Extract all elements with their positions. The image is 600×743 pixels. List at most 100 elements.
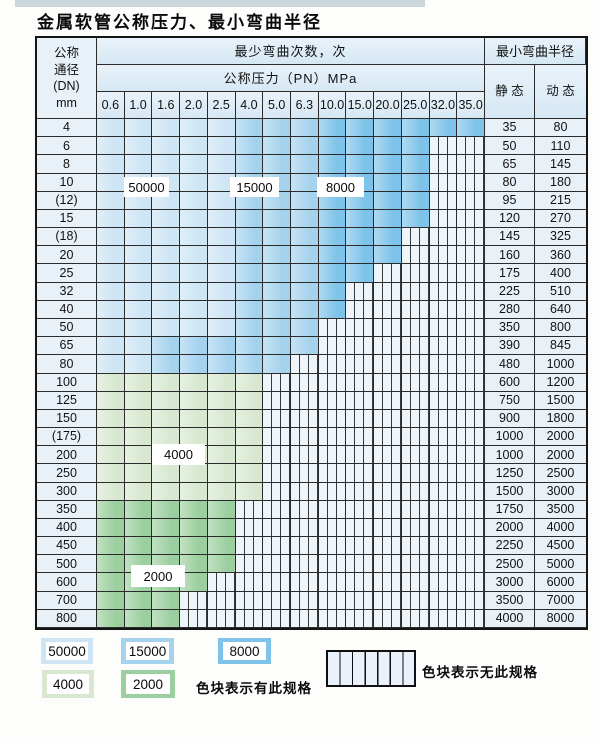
no-spec-cell bbox=[429, 209, 458, 229]
no-spec-cell bbox=[235, 518, 264, 538]
spec-cell bbox=[180, 300, 208, 319]
spec-cell bbox=[318, 119, 347, 138]
no-spec-cell bbox=[318, 355, 347, 374]
no-spec-cell bbox=[457, 482, 485, 501]
no-spec-cell bbox=[457, 464, 485, 483]
spec-cell bbox=[263, 209, 291, 229]
legend-swatch-value: 15000 bbox=[126, 642, 169, 660]
spec-cell bbox=[318, 264, 347, 283]
spec-cell bbox=[290, 155, 319, 174]
no-spec-cell bbox=[401, 428, 430, 447]
no-spec-cell bbox=[457, 264, 485, 283]
static-radius-cell: 1000 bbox=[484, 428, 535, 447]
no-spec-cell bbox=[401, 573, 430, 592]
spec-cell bbox=[180, 191, 208, 210]
static-radius-cell: 65 bbox=[484, 155, 535, 174]
spec-cell bbox=[401, 209, 430, 229]
no-spec-cell bbox=[429, 282, 458, 301]
no-spec-cell bbox=[346, 337, 375, 356]
pn-column-header: 32.0 bbox=[429, 92, 458, 119]
spec-cell bbox=[235, 246, 264, 265]
legend-swatch-4000: 4000 bbox=[42, 670, 94, 698]
spec-cell bbox=[235, 428, 264, 447]
spec-cell bbox=[207, 155, 236, 174]
static-header-cell: 静 态 bbox=[484, 65, 535, 119]
spec-cell bbox=[401, 137, 430, 156]
spec-cell bbox=[124, 482, 153, 501]
no-spec-cell bbox=[346, 409, 375, 429]
spec-cell bbox=[97, 464, 125, 483]
no-spec-cell bbox=[401, 282, 430, 301]
spec-cell bbox=[429, 119, 458, 138]
no-spec-cell bbox=[263, 537, 291, 556]
static-radius-cell: 145 bbox=[484, 228, 535, 247]
spec-cell bbox=[207, 264, 236, 283]
no-spec-cell bbox=[263, 555, 291, 574]
spec-cell bbox=[180, 537, 208, 556]
spec-cell bbox=[97, 537, 125, 556]
dn-cell: 500 bbox=[37, 555, 97, 574]
spec-cell bbox=[97, 482, 125, 501]
dn-header-line: (DN) bbox=[53, 79, 80, 93]
spec-cell bbox=[180, 555, 208, 574]
spec-cell bbox=[235, 446, 264, 465]
spec-cell bbox=[290, 191, 319, 210]
no-spec-cell bbox=[429, 300, 458, 319]
no-spec-cell bbox=[290, 555, 319, 574]
dn-cell: 6 bbox=[37, 137, 97, 156]
static-radius-cell: 600 bbox=[484, 373, 535, 392]
no-spec-cell bbox=[429, 228, 458, 247]
no-spec-cell bbox=[263, 591, 291, 610]
dynamic-radius-cell: 80 bbox=[534, 119, 586, 138]
pressure-title-cell: 公称压力（PN）MPa bbox=[97, 65, 485, 92]
no-spec-cell bbox=[346, 464, 375, 483]
no-spec-cell bbox=[429, 609, 458, 628]
spec-cell bbox=[235, 300, 264, 319]
dn-cell: 50 bbox=[37, 318, 97, 338]
dn-cell: 300 bbox=[37, 482, 97, 501]
spec-cell bbox=[235, 137, 264, 156]
spec-cell bbox=[346, 246, 375, 265]
static-radius-cell: 3000 bbox=[484, 573, 535, 592]
spec-cell bbox=[97, 209, 125, 229]
spec-cell bbox=[207, 373, 236, 392]
spec-cell bbox=[152, 137, 181, 156]
no-spec-cell bbox=[374, 428, 402, 447]
spec-cell bbox=[290, 337, 319, 356]
spec-cell bbox=[207, 355, 236, 374]
spec-cell bbox=[124, 318, 153, 338]
dynamic-radius-cell: 800 bbox=[534, 318, 586, 338]
no-spec-cell bbox=[290, 482, 319, 501]
no-spec-cell bbox=[235, 573, 264, 592]
pn-column-header: 20.0 bbox=[374, 92, 402, 119]
no-spec-cell bbox=[429, 264, 458, 283]
no-spec-cell bbox=[401, 228, 430, 247]
no-spec-cell bbox=[457, 318, 485, 338]
no-spec-cell bbox=[318, 482, 347, 501]
no-spec-cell bbox=[429, 337, 458, 356]
spec-cell bbox=[152, 609, 181, 628]
dynamic-radius-cell: 2500 bbox=[534, 464, 586, 483]
dynamic-radius-cell: 2000 bbox=[534, 428, 586, 447]
dynamic-radius-cell: 845 bbox=[534, 337, 586, 356]
no-spec-cell bbox=[180, 609, 208, 628]
no-spec-cell bbox=[235, 555, 264, 574]
spec-cell bbox=[318, 228, 347, 247]
spec-cell bbox=[235, 464, 264, 483]
spec-cell bbox=[346, 155, 375, 174]
spec-cell bbox=[207, 555, 236, 574]
static-radius-cell: 225 bbox=[484, 282, 535, 301]
no-spec-cell bbox=[401, 391, 430, 410]
pn-column-header: 0.6 bbox=[97, 92, 125, 119]
no-spec-cell bbox=[180, 591, 208, 610]
spec-cell bbox=[346, 264, 375, 283]
dn-cell: 800 bbox=[37, 609, 97, 628]
static-radius-cell: 80 bbox=[484, 173, 535, 192]
pressure-cycles-table: 公称 通径 (DN) mm 最少弯曲次数，次 最小弯曲半径 公称压力（PN）MPa 静 态动 … bbox=[35, 36, 588, 630]
spec-cell bbox=[346, 209, 375, 229]
dn-cell: 65 bbox=[37, 337, 97, 356]
scan-artifact-strip bbox=[15, 0, 425, 7]
no-spec-cell bbox=[318, 373, 347, 392]
no-spec-cell bbox=[318, 428, 347, 447]
no-spec-cell bbox=[401, 555, 430, 574]
